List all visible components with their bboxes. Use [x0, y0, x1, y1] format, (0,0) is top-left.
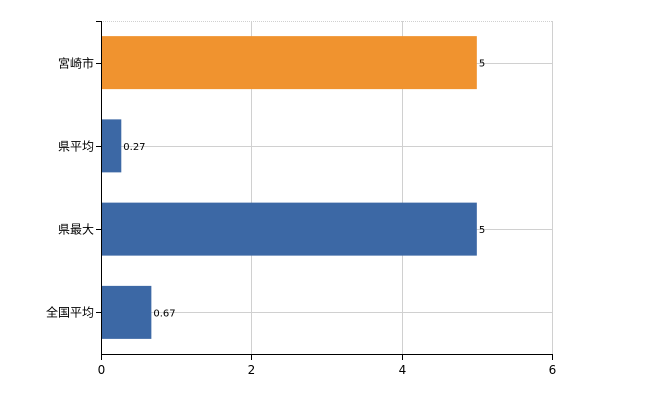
- x-tick-label-3: 6: [549, 363, 557, 377]
- data-label-0: 5: [479, 59, 485, 70]
- x-tick-label-2: 4: [399, 363, 407, 377]
- y-tick-label-0: 宮崎市: [58, 56, 94, 71]
- x-tick-label-0: 0: [98, 363, 106, 377]
- y-tick-label-1: 県平均: [58, 140, 94, 154]
- x-tick-label-1: 2: [248, 363, 256, 377]
- data-label-2: 5: [479, 225, 485, 236]
- y-tick-label-2: 県最大: [58, 223, 94, 237]
- data-label-3: 0.67: [153, 308, 175, 319]
- bar-0: [101, 36, 477, 90]
- bar-3: [101, 285, 152, 339]
- bar-1: [101, 119, 122, 173]
- y-tick-label-3: 全国平均: [46, 305, 94, 320]
- data-label-1: 0.27: [123, 142, 145, 153]
- bar-2: [101, 202, 477, 256]
